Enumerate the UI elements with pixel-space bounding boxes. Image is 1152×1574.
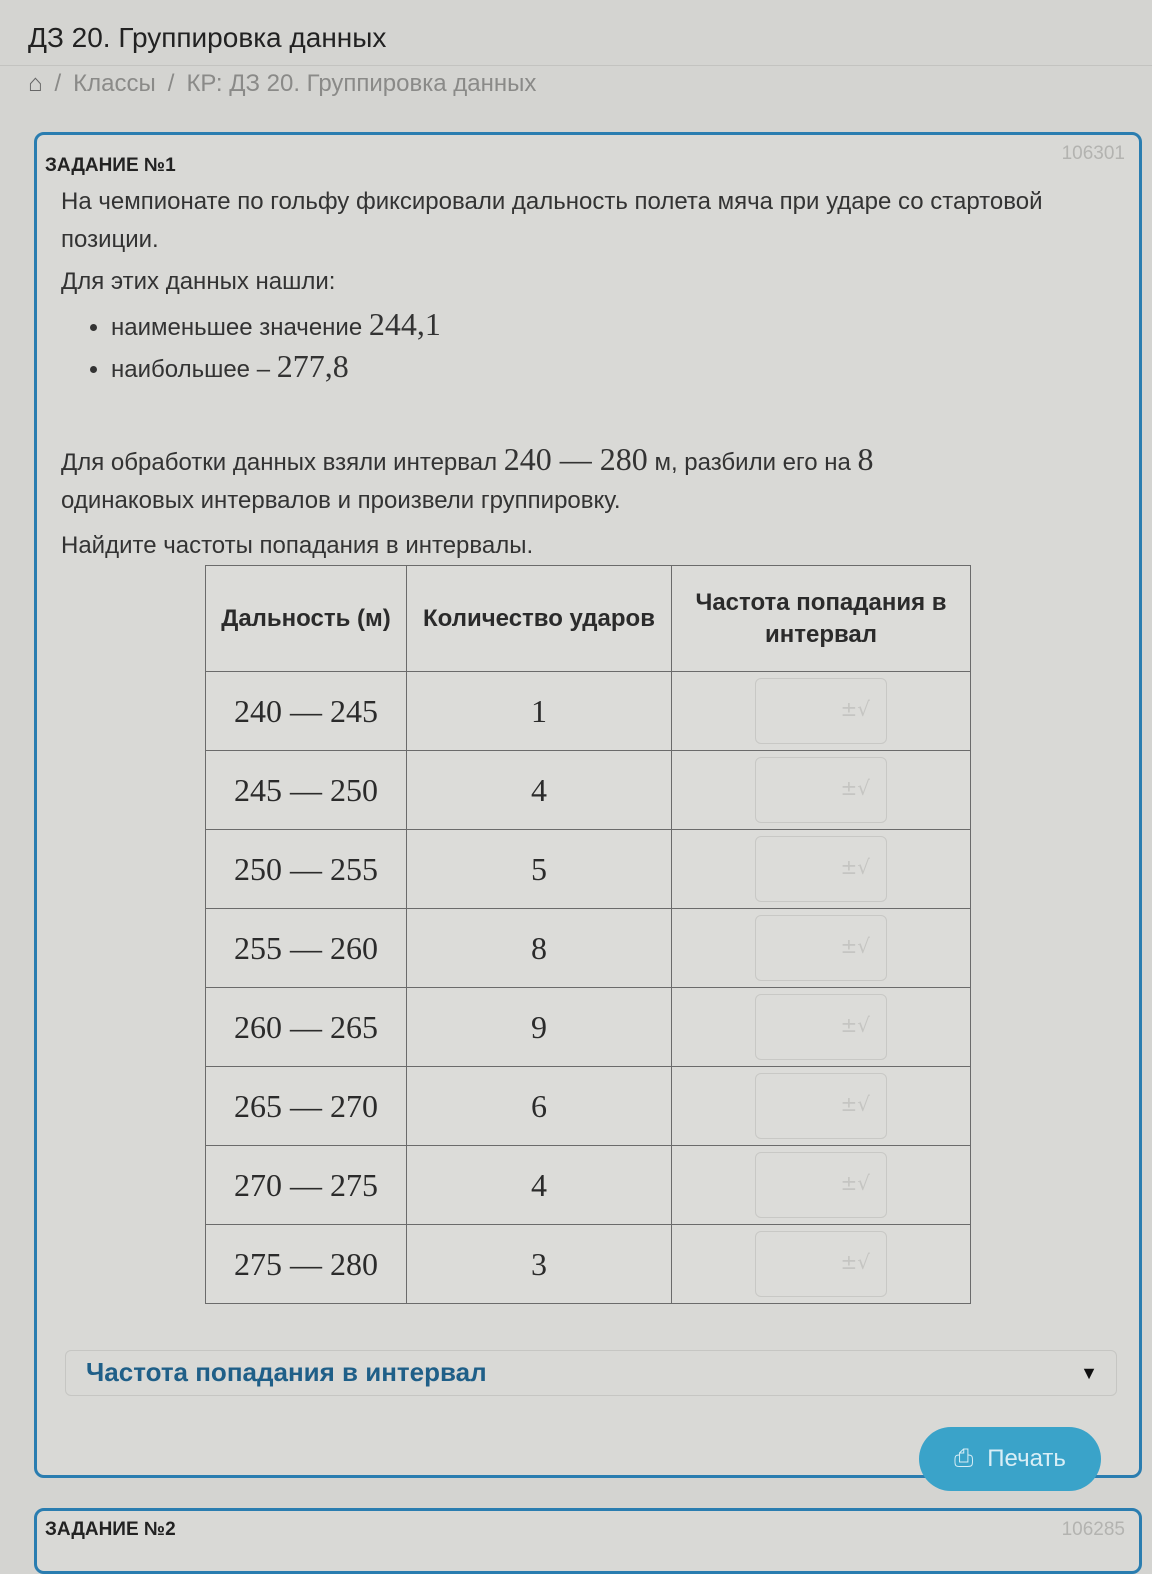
- count-cell: 1: [406, 671, 672, 751]
- frequency-input[interactable]: ±√: [755, 1231, 887, 1297]
- table-row: 270 — 275 4 ±√: [205, 1145, 971, 1225]
- frequency-cell: ±√: [671, 1145, 971, 1225]
- range-cell: 265 — 270: [205, 1066, 407, 1146]
- count-cell: 6: [406, 1066, 672, 1146]
- frequency-input[interactable]: ±√: [755, 678, 887, 744]
- home-icon[interactable]: ⌂: [28, 70, 43, 97]
- header-range: Дальность (м): [205, 565, 407, 672]
- caret-down-icon: ▼: [1080, 1363, 1098, 1383]
- header-frequency: Частота попадания в интервал: [671, 565, 971, 672]
- frequency-input[interactable]: ±√: [755, 1073, 887, 1139]
- formula-icon: ±√: [840, 934, 870, 958]
- count-cell: 3: [406, 1224, 672, 1304]
- formula-icon: ±√: [840, 776, 870, 800]
- task-id: 106285: [1061, 1519, 1125, 1540]
- task-card-2: ЗАДАНИЕ №2 106285: [34, 1508, 1142, 1574]
- print-label: Печать: [987, 1445, 1066, 1472]
- task-label: ЗАДАНИЕ №2: [45, 1519, 176, 1540]
- breadcrumb-separator: /: [54, 70, 62, 97]
- breadcrumb-separator: /: [167, 70, 175, 97]
- table-row: 275 — 280 3 ±√: [205, 1224, 971, 1304]
- range-cell: 250 — 255: [205, 829, 407, 909]
- table-row: 265 — 270 6 ±√: [205, 1066, 971, 1146]
- table-row: 250 — 255 5 ±√: [205, 829, 971, 909]
- frequency-cell: ±√: [671, 750, 971, 830]
- count-cell: 4: [406, 750, 672, 830]
- frequency-cell: ±√: [671, 829, 971, 909]
- formula-icon: ±√: [840, 1250, 870, 1274]
- frequency-input[interactable]: ±√: [755, 836, 887, 902]
- breadcrumb-classes[interactable]: Классы: [73, 70, 156, 97]
- header-count: Количество ударов: [406, 565, 672, 672]
- found-label: Для этих данных нашли:: [61, 268, 336, 295]
- range-cell: 270 — 275: [205, 1145, 407, 1225]
- frequency-cell: ±√: [671, 1224, 971, 1304]
- page-title: ДЗ 20. Группировка данных: [28, 22, 387, 53]
- frequency-input[interactable]: ±√: [755, 1152, 887, 1218]
- formula-icon: ±√: [840, 1092, 870, 1116]
- breadcrumb-current[interactable]: КР: ДЗ 20. Группировка данных: [186, 70, 537, 97]
- frequency-cell: ±√: [671, 671, 971, 751]
- bullet-min: наименьшее значение 244,1: [111, 305, 1101, 347]
- table-row: 240 — 245 1 ±√: [205, 671, 971, 751]
- count-cell: 9: [406, 987, 672, 1067]
- task-label: ЗАДАНИЕ №1: [45, 155, 176, 176]
- task-id: 106301: [1061, 143, 1125, 164]
- range-cell: 245 — 250: [205, 750, 407, 830]
- bullet-max: наибольшее – 277,8: [111, 347, 1101, 389]
- question: Найдите частоты попадания в интервалы.: [61, 532, 534, 559]
- count-cell: 8: [406, 908, 672, 988]
- range-cell: 275 — 280: [205, 1224, 407, 1304]
- breadcrumb: ⌂ / Классы / КР: ДЗ 20. Группировка данн…: [28, 70, 536, 98]
- range-cell: 240 — 245: [205, 671, 407, 751]
- frequency-input[interactable]: ±√: [755, 757, 887, 823]
- formula-icon: ±√: [840, 1013, 870, 1037]
- frequency-cell: ±√: [671, 987, 971, 1067]
- frequency-cell: ±√: [671, 1066, 971, 1146]
- task-card-1: ЗАДАНИЕ №1 106301 На чемпионате по гольф…: [34, 132, 1142, 1491]
- frequency-table: Дальность (м) Количество ударов Частота …: [205, 565, 971, 1304]
- table-row: 245 — 250 4 ±√: [205, 750, 971, 830]
- answer-dropdown[interactable]: Частота попадания в интервал ▼: [65, 1350, 1117, 1396]
- printer-icon: ⎙: [954, 1445, 974, 1472]
- task-intro: На чемпионате по гольфу фиксировали даль…: [61, 188, 1043, 253]
- formula-icon: ±√: [840, 697, 870, 721]
- processing-text: Для обработки данных взяли интервал 240 …: [61, 441, 874, 514]
- frequency-input[interactable]: ±√: [755, 994, 887, 1060]
- frequency-cell: ±√: [671, 908, 971, 988]
- table-row: 260 — 265 9 ±√: [205, 987, 971, 1067]
- frequency-input[interactable]: ±√: [755, 915, 887, 981]
- print-button[interactable]: ⎙ Печать: [919, 1427, 1101, 1491]
- count-cell: 4: [406, 1145, 672, 1225]
- dropdown-label: Частота попадания в интервал: [86, 1357, 487, 1387]
- formula-icon: ±√: [840, 855, 870, 879]
- divider: [0, 65, 1152, 66]
- range-cell: 260 — 265: [205, 987, 407, 1067]
- range-cell: 255 — 260: [205, 908, 407, 988]
- table-row: 255 — 260 8 ±√: [205, 908, 971, 988]
- formula-icon: ±√: [840, 1171, 870, 1195]
- count-cell: 5: [406, 829, 672, 909]
- bullet-list: наименьшее значение 244,1 наибольшее – 2…: [61, 305, 1101, 389]
